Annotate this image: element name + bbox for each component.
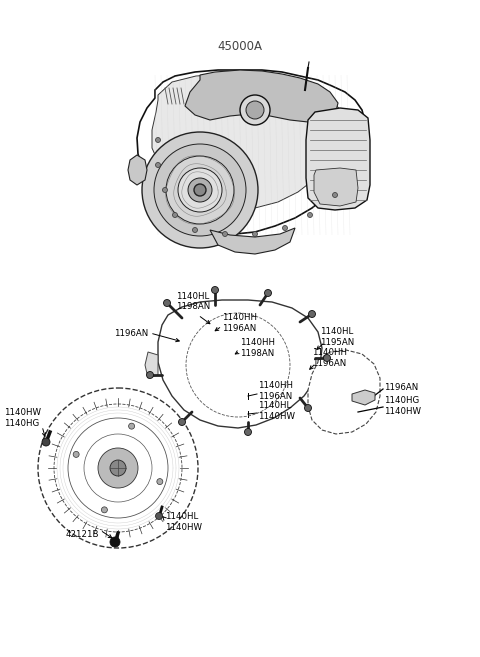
- Circle shape: [156, 162, 160, 168]
- Circle shape: [333, 193, 337, 198]
- Polygon shape: [158, 300, 322, 428]
- Text: 1140HL
1140HW: 1140HL 1140HW: [165, 512, 202, 532]
- Circle shape: [194, 184, 206, 196]
- Polygon shape: [128, 155, 147, 185]
- Circle shape: [172, 212, 178, 217]
- Circle shape: [309, 311, 315, 317]
- Circle shape: [163, 187, 168, 193]
- Polygon shape: [314, 168, 358, 206]
- Text: 1140HH
1196AN: 1140HH 1196AN: [312, 348, 347, 368]
- Circle shape: [110, 537, 120, 547]
- Circle shape: [164, 300, 170, 307]
- Circle shape: [304, 405, 312, 411]
- Text: 42121B: 42121B: [65, 530, 99, 539]
- Text: 1140HL
1140HW: 1140HL 1140HW: [258, 401, 295, 420]
- Circle shape: [73, 451, 79, 457]
- Circle shape: [252, 231, 257, 237]
- Text: 1140HH
1196AN: 1140HH 1196AN: [222, 313, 257, 332]
- Polygon shape: [308, 350, 380, 434]
- Circle shape: [188, 178, 212, 202]
- Circle shape: [129, 423, 134, 429]
- Text: 1140HL
1195AN: 1140HL 1195AN: [320, 327, 354, 347]
- Text: 1140HL
1198AN: 1140HL 1198AN: [176, 292, 210, 311]
- Polygon shape: [210, 228, 295, 254]
- Text: 1196AN: 1196AN: [114, 328, 148, 338]
- Polygon shape: [137, 70, 365, 234]
- Circle shape: [142, 132, 258, 248]
- Circle shape: [240, 95, 270, 125]
- Text: 1140HH
1196AN: 1140HH 1196AN: [258, 381, 293, 401]
- Text: 1196AN: 1196AN: [384, 384, 418, 392]
- Circle shape: [223, 231, 228, 237]
- Circle shape: [42, 438, 50, 446]
- Circle shape: [156, 512, 163, 520]
- Circle shape: [166, 156, 234, 224]
- Circle shape: [264, 290, 272, 296]
- Circle shape: [324, 355, 331, 361]
- Circle shape: [212, 286, 218, 294]
- Circle shape: [157, 478, 163, 485]
- Text: 45000A: 45000A: [217, 41, 263, 53]
- Circle shape: [101, 507, 108, 513]
- Circle shape: [98, 448, 138, 488]
- Text: 1140HG
1140HW: 1140HG 1140HW: [384, 396, 421, 416]
- Circle shape: [156, 137, 160, 143]
- Circle shape: [146, 371, 154, 378]
- Circle shape: [192, 227, 197, 233]
- Polygon shape: [152, 74, 345, 210]
- Polygon shape: [352, 390, 375, 405]
- Text: 1140HH
1198AN: 1140HH 1198AN: [240, 338, 275, 357]
- Circle shape: [38, 388, 198, 548]
- Circle shape: [244, 428, 252, 436]
- Circle shape: [246, 101, 264, 119]
- Circle shape: [178, 168, 222, 212]
- Polygon shape: [185, 70, 338, 122]
- Polygon shape: [306, 108, 370, 210]
- Polygon shape: [145, 352, 158, 378]
- Circle shape: [110, 460, 126, 476]
- Circle shape: [283, 225, 288, 231]
- Text: 1140HW
1140HG: 1140HW 1140HG: [4, 408, 41, 428]
- Circle shape: [154, 144, 246, 236]
- Circle shape: [179, 419, 185, 426]
- Circle shape: [308, 212, 312, 217]
